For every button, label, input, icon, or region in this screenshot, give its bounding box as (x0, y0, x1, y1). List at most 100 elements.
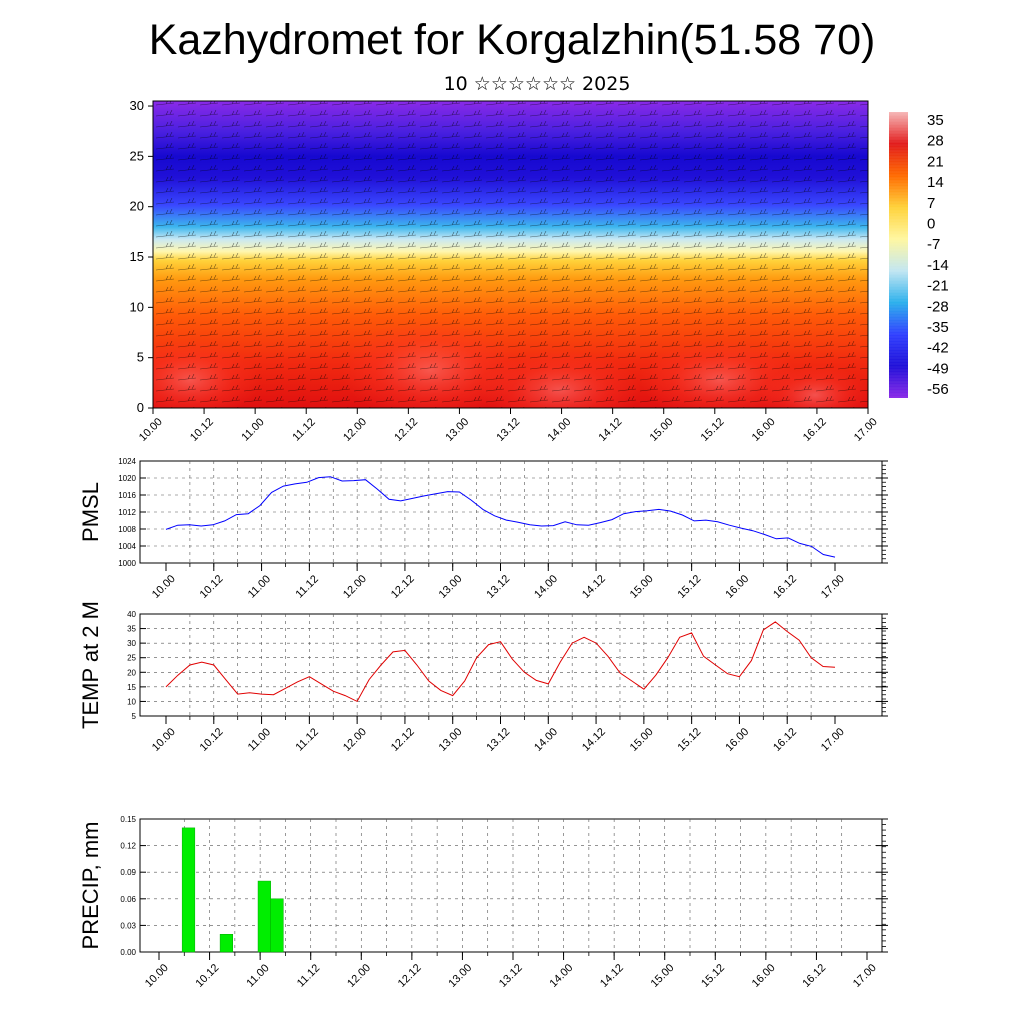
wind-barbs (153, 101, 868, 408)
precip-bar (219, 934, 234, 953)
x-tick-label: 13.12 (484, 726, 512, 754)
precip-bar (270, 898, 284, 953)
y-tick-label: 10 (130, 299, 144, 314)
y-axis-title: PRECIP, mm (78, 822, 103, 950)
x-tick-label: 12.12 (389, 726, 417, 754)
x-tick-label: 13.00 (437, 726, 465, 754)
x-tick-label: 13.00 (443, 416, 471, 444)
x-tick-label: 14.12 (580, 573, 608, 601)
x-tick-label: 17.00 (819, 726, 847, 754)
x-tick-label: 11.00 (246, 726, 273, 753)
y-tick-label: 1020 (118, 474, 136, 483)
y-tick-label: 1008 (118, 525, 136, 534)
x-tick-label: 15.12 (676, 573, 704, 601)
x-tick-label: 10.00 (150, 726, 178, 754)
y-tick-label: 40 (127, 610, 136, 619)
x-tick-label: 16.00 (750, 962, 778, 990)
x-tick-label: 10.12 (193, 962, 221, 990)
x-tick-label: 11.00 (246, 573, 273, 600)
x-tick-label: 13.12 (497, 962, 525, 990)
x-tick-label: 12.12 (396, 962, 424, 990)
chart-title: Kazhydromet for Korgalzhin(51.58 70) (148, 16, 876, 64)
x-tick-label: 14.00 (545, 416, 573, 444)
colorbar: 35 28 21 14 7 0 -7 -14 -21 -28 -35 -42 -49 -56 (889, 111, 949, 398)
panel-frame (139, 818, 883, 953)
x-tick-label: 16.00 (723, 573, 751, 601)
cross-section-panel: 0 5 10 15 20 25 30 10.00 10.12 11.00 11.12 12.00 12.… (130, 98, 880, 444)
x-tick-label: 10.12 (198, 573, 226, 601)
x-tick-label: 14.00 (532, 573, 560, 601)
colorbar-label: 28 (927, 133, 944, 150)
x-tick-label: 15.00 (628, 573, 656, 601)
x-tick-label: 11.00 (244, 962, 271, 989)
x-tick-label: 12.12 (392, 416, 420, 444)
y-tick-label: 0.00 (120, 948, 136, 957)
x-tick-label: 16.00 (750, 416, 778, 444)
colorbar-label: -49 (927, 360, 949, 377)
x-tick-label: 15.00 (648, 416, 676, 444)
x-tick-label: 14.12 (597, 416, 625, 444)
x-tick-label: 12.00 (345, 962, 373, 990)
y-tick-label: 15 (127, 683, 136, 692)
y-tick-label: 25 (130, 148, 144, 163)
y-tick-label: 30 (127, 639, 136, 648)
colorbar-label: -7 (927, 236, 940, 253)
y-tick-label: 1004 (118, 542, 136, 551)
x-tick-label: 16.12 (771, 726, 799, 754)
x-tick-label: 13.12 (494, 416, 522, 444)
colorbar-label: 14 (927, 174, 944, 191)
x-tick-label: 11.12 (294, 573, 321, 600)
x-tick-label: 10.12 (198, 726, 226, 754)
x-tick-label: 10.12 (188, 416, 216, 444)
x-tick-label: 16.12 (801, 416, 829, 444)
x-tick-label: 13.00 (437, 573, 465, 601)
x-tick-label: 15.00 (628, 726, 656, 754)
x-tick-label: 13.12 (484, 573, 512, 601)
y-tick-label: 15 (130, 249, 144, 264)
panel-frame (139, 613, 883, 717)
y-axis-title: TEMP at 2 M (78, 601, 103, 729)
pmsl-panel: 1000 1004 1008 1012 1016 1020 1024 10.00 10.12 11… (78, 457, 888, 601)
x-tick-label: 11.12 (290, 416, 317, 443)
y-tick-label: 30 (130, 98, 144, 113)
precip-panel: 0.00 0.03 0.06 0.09 0.12 0.15 10.00 10.12 11.00 1… (78, 815, 888, 990)
colorbar-label: -35 (927, 319, 949, 336)
colorbar-label: 0 (927, 216, 935, 233)
colorbar-label: 35 (927, 112, 944, 129)
colorbar-ramp (889, 112, 908, 398)
colorbar-label: -56 (927, 381, 949, 398)
y-tick-label: 20 (127, 668, 136, 677)
x-tick-label: 17.00 (851, 962, 879, 990)
y-tick-label: 0 (137, 400, 144, 415)
x-tick-label: 16.12 (800, 962, 828, 990)
x-tick-label: 14.12 (580, 726, 608, 754)
precip-bar (257, 880, 271, 953)
y-tick-label: 0.09 (120, 868, 136, 877)
y-tick-label: 1000 (118, 559, 136, 568)
y-tick-label: 35 (127, 625, 136, 634)
y-tick-label: 1016 (118, 491, 136, 500)
x-tick-label: 17.00 (852, 416, 880, 444)
x-tick-label: 15.00 (649, 962, 677, 990)
colorbar-label: -42 (927, 340, 949, 357)
x-tick-label: 12.12 (389, 573, 417, 601)
x-tick-label: 15.12 (699, 416, 727, 444)
pmsl-line (165, 476, 836, 558)
y-tick-label: 10 (127, 697, 136, 706)
x-tick-label: 10.00 (150, 573, 178, 601)
colorbar-label: -21 (927, 278, 949, 295)
y-tick-label: 5 (132, 712, 137, 721)
x-tick-label: 16.12 (771, 573, 799, 601)
y-tick-label: 1012 (118, 508, 136, 517)
y-tick-label: 0.03 (120, 921, 136, 930)
x-tick-label: 11.12 (294, 726, 321, 753)
y-tick-label: 20 (130, 199, 144, 214)
x-tick-label: 14.00 (547, 962, 575, 990)
x-tick-label: 17.00 (819, 573, 847, 601)
temp-panel: 5 10 15 20 25 30 35 40 10.00 10.12 11.00 11.12 12.00… (78, 601, 888, 754)
x-tick-label: 15.12 (699, 962, 727, 990)
y-axis-title: PMSL (78, 482, 103, 542)
temp-line (165, 621, 836, 703)
x-tick-label: 10.00 (143, 962, 171, 990)
